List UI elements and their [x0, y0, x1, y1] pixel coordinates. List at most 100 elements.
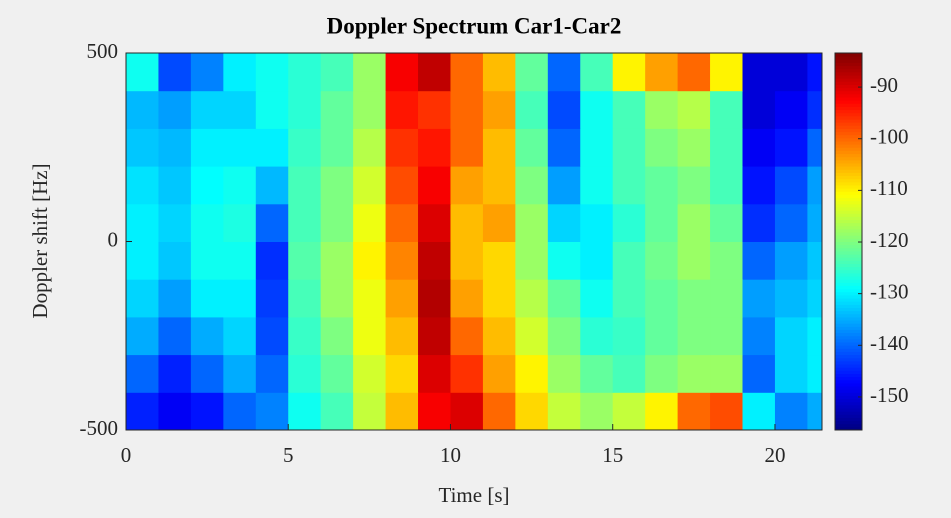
heatmap-cell [353, 90, 387, 129]
heatmap-cell [612, 128, 646, 167]
heatmap-cell [418, 90, 451, 129]
heatmap-cell [742, 279, 776, 318]
heatmap-cell [645, 166, 679, 205]
colorbar-tick-label: -130 [870, 279, 909, 303]
heatmap-cell [353, 203, 387, 242]
heatmap-cell [515, 203, 549, 242]
heatmap-cell [580, 354, 614, 393]
heatmap-cell [774, 90, 808, 129]
heatmap-cell [126, 354, 159, 393]
heatmap-cell [353, 279, 387, 318]
x-axis-label: Time [s] [439, 483, 510, 507]
heatmap-cell [774, 354, 808, 393]
heatmap-cell [158, 354, 192, 393]
heatmap-cell [710, 354, 744, 393]
heatmap-cell [158, 166, 192, 205]
colorbar-step [835, 172, 862, 177]
heatmap-cell [807, 128, 823, 167]
heatmap-cell [774, 392, 808, 431]
colorbar-step [835, 423, 862, 428]
heatmap-cell [710, 392, 744, 431]
colorbar-step [835, 370, 862, 374]
heatmap-cell [353, 128, 387, 167]
heatmap-cell [288, 354, 322, 393]
colorbar-step [835, 219, 862, 224]
colorbar-step [835, 360, 862, 365]
colorbar-step [835, 140, 862, 145]
colorbar-step [835, 118, 862, 123]
heatmap-cell [418, 166, 451, 205]
heatmap-cell [126, 392, 159, 431]
heatmap-cell [223, 241, 257, 280]
heatmap-cell [255, 53, 289, 92]
heatmap-cell [190, 316, 224, 356]
colorbar-step [835, 194, 862, 199]
heatmap-cell [580, 203, 614, 242]
heatmap-cell [320, 392, 354, 431]
colorbar-step [835, 159, 862, 164]
colorbar-step [835, 326, 862, 330]
heatmap-cell [418, 241, 451, 280]
heatmap-cell [710, 53, 744, 92]
colorbar-step [835, 338, 862, 343]
colorbar-step [835, 260, 862, 264]
colorbar-step [835, 71, 862, 76]
heatmap-cell [774, 166, 808, 205]
heatmap-cell [710, 128, 744, 167]
heatmap-cell [158, 241, 192, 280]
heatmap-cell [612, 90, 646, 129]
heatmap-cell [612, 316, 646, 356]
heatmap-cell [418, 316, 451, 356]
heatmap-cell [482, 203, 516, 242]
colorbar-step [835, 320, 862, 324]
heatmap-cell [190, 203, 224, 242]
colorbar-step [835, 382, 862, 387]
heatmap-cell [677, 241, 711, 280]
heatmap-cell [580, 128, 614, 167]
colorbar-tick-label: -90 [870, 73, 898, 97]
heatmap-cell [677, 354, 711, 393]
colorbar-step [835, 225, 862, 230]
heatmap-cell [385, 90, 419, 129]
colorbar-step [835, 84, 862, 89]
heatmap-cell [774, 53, 808, 92]
heatmap-cell [482, 53, 516, 92]
heatmap-cell [742, 90, 776, 129]
colorbar-step [835, 389, 862, 393]
heatmap-cell [385, 203, 419, 242]
colorbar-step [835, 294, 862, 299]
colorbar-step [835, 112, 862, 117]
colorbar-step [835, 90, 862, 95]
colorbar-step [835, 228, 862, 233]
heatmap-cell [774, 279, 808, 318]
heatmap-cell [158, 203, 192, 242]
heatmap-cell [515, 90, 549, 129]
colorbar-step [835, 342, 862, 346]
colorbar-step [835, 137, 862, 142]
colorbar-step [835, 335, 862, 340]
heatmap-cell [742, 203, 776, 242]
heatmap-cell [126, 53, 159, 92]
heatmap-cell [223, 392, 257, 431]
colorbar-step [835, 232, 862, 236]
heatmap-cell [126, 279, 159, 318]
heatmap-cell [482, 354, 516, 393]
heatmap-cell [158, 316, 192, 356]
heatmap-cell [288, 316, 322, 356]
colorbar-step [835, 266, 862, 271]
heatmap-cell [710, 166, 744, 205]
colorbar-step [835, 254, 862, 258]
colorbar-tick-label: -110 [870, 176, 908, 200]
colorbar-step [835, 56, 862, 60]
heatmap-cell [677, 128, 711, 167]
heatmap-cell [190, 354, 224, 393]
heatmap-cell [385, 128, 419, 167]
heatmap-cell [645, 90, 679, 129]
heatmap-cell [126, 203, 159, 242]
heatmap-cell [515, 166, 549, 205]
heatmap-cell [223, 203, 257, 242]
colorbar-step [835, 310, 862, 315]
heatmap-cell [450, 166, 484, 205]
colorbar-step [835, 272, 862, 277]
